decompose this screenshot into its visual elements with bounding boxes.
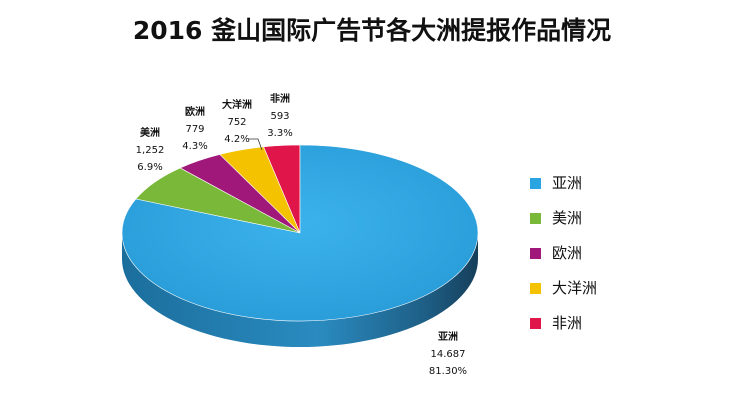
data-label-name-europe: 欧洲: [185, 105, 205, 118]
legend-label-europe: 欧洲: [552, 244, 582, 262]
legend-item-africa: 非洲: [530, 314, 582, 332]
data-label-name-asia: 亚洲: [438, 331, 458, 343]
data-label-percent-americas: 6.9%: [137, 162, 162, 173]
data-label-value-asia: 14.687: [431, 349, 466, 360]
data-label-percent-europe: 4.3%: [182, 141, 207, 152]
pie-slices: [121, 144, 479, 322]
legend-swatch-africa: [530, 318, 541, 329]
legend-item-europe: 欧洲: [530, 244, 582, 262]
legend-item-asia: 亚洲: [530, 174, 582, 192]
legend-item-oceania: 大洋洲: [530, 279, 597, 297]
data-label-value-europe: 779: [185, 124, 204, 135]
legend-swatch-americas: [530, 213, 541, 224]
data-label-asia: 亚洲 14.687 81.30%: [429, 331, 467, 377]
pie-side-wall: [122, 233, 478, 347]
data-label-americas: 美洲 1,252 6.9%: [136, 126, 165, 173]
data-label-value-oceania: 752: [227, 117, 246, 128]
data-label-africa: 非洲 593 3.3%: [267, 92, 292, 139]
data-label-value-africa: 593: [270, 111, 289, 122]
data-label-percent-asia: 81.30%: [429, 366, 467, 377]
legend-label-africa: 非洲: [552, 314, 582, 332]
chart-title: 2016 釜山国际广告节各大洲提报作品情况: [133, 16, 611, 45]
data-label-percent-africa: 3.3%: [267, 128, 292, 139]
data-label-name-americas: 美洲: [140, 126, 160, 139]
data-label-value-americas: 1,252: [136, 145, 165, 156]
legend-label-asia: 亚洲: [552, 174, 582, 192]
pie-labels: 亚洲 14.687 81.30% 美洲 1,252 6.9% 欧洲 779 4.3% 大洋洲 752…: [136, 92, 467, 377]
legend-swatch-asia: [530, 178, 541, 189]
data-label-name-africa: 非洲: [270, 92, 290, 105]
legend-swatch-oceania: [530, 283, 541, 294]
leader-line-oceania: [249, 138, 263, 151]
pie-slice-asia: [121, 144, 479, 322]
legend-swatch-europe: [530, 248, 541, 259]
data-label-percent-oceania: 4.2%: [224, 134, 249, 145]
data-label-oceania: 大洋洲 752 4.2%: [222, 98, 252, 145]
legend-label-oceania: 大洋洲: [552, 279, 597, 297]
leader-lines: [249, 138, 263, 151]
data-label-name-oceania: 大洋洲: [222, 98, 252, 111]
data-label-europe: 欧洲 779 4.3%: [182, 105, 207, 152]
pie-side-wall-surface: [122, 233, 478, 347]
legend-label-americas: 美洲: [552, 209, 582, 227]
legend-item-americas: 美洲: [530, 209, 582, 227]
